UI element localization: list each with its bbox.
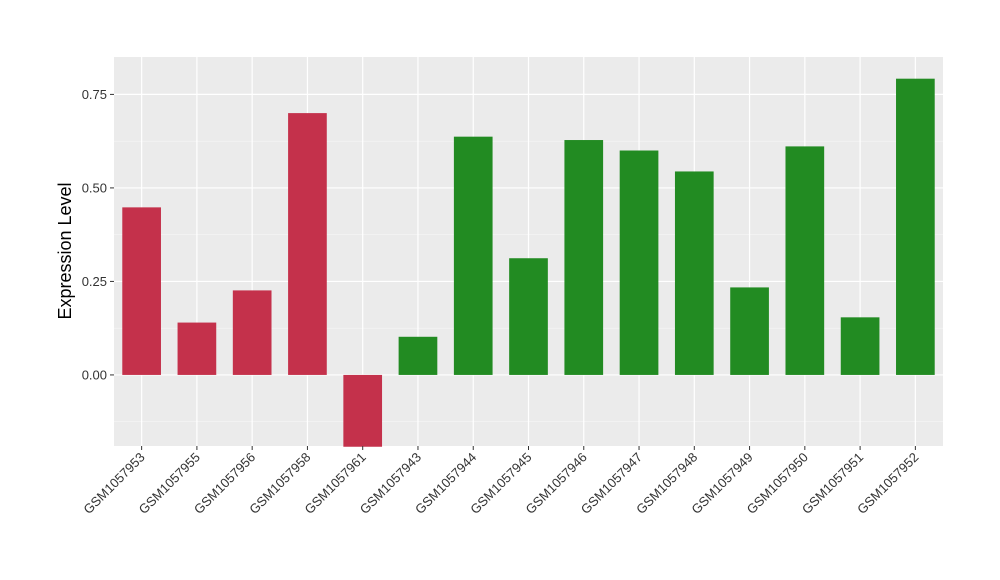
bar-GSM1057951 <box>840 317 880 375</box>
y-tick-label: 0.25 <box>82 274 107 289</box>
x-axis: GSM1057953GSM1057955GSM1057956GSM1057958… <box>80 446 921 517</box>
bar-GSM1057950 <box>785 146 825 375</box>
bar-GSM1057948 <box>674 171 714 375</box>
bar-GSM1057947 <box>619 150 659 375</box>
y-tick-label: 0.00 <box>82 367 107 382</box>
y-axis-title: Expression Level <box>55 182 75 319</box>
bar-GSM1057943 <box>398 336 438 375</box>
bar-GSM1057956 <box>232 290 272 375</box>
bar-GSM1057955 <box>177 322 217 375</box>
y-tick-label: 0.50 <box>82 180 107 195</box>
bars-group <box>122 78 935 447</box>
y-axis: 0.00 0.25 0.50 0.75 <box>82 87 114 382</box>
bar-GSM1057945 <box>509 258 548 375</box>
y-tick-label: 0.75 <box>82 87 107 102</box>
bar-GSM1057952 <box>896 78 935 375</box>
bar-GSM1057958 <box>288 113 327 375</box>
bar-GSM1057961 <box>343 374 383 447</box>
bar-GSM1057946 <box>564 140 604 375</box>
bar-GSM1057944 <box>453 136 493 375</box>
bar-GSM1057949 <box>730 287 769 375</box>
bar-GSM1057953 <box>122 207 161 375</box>
